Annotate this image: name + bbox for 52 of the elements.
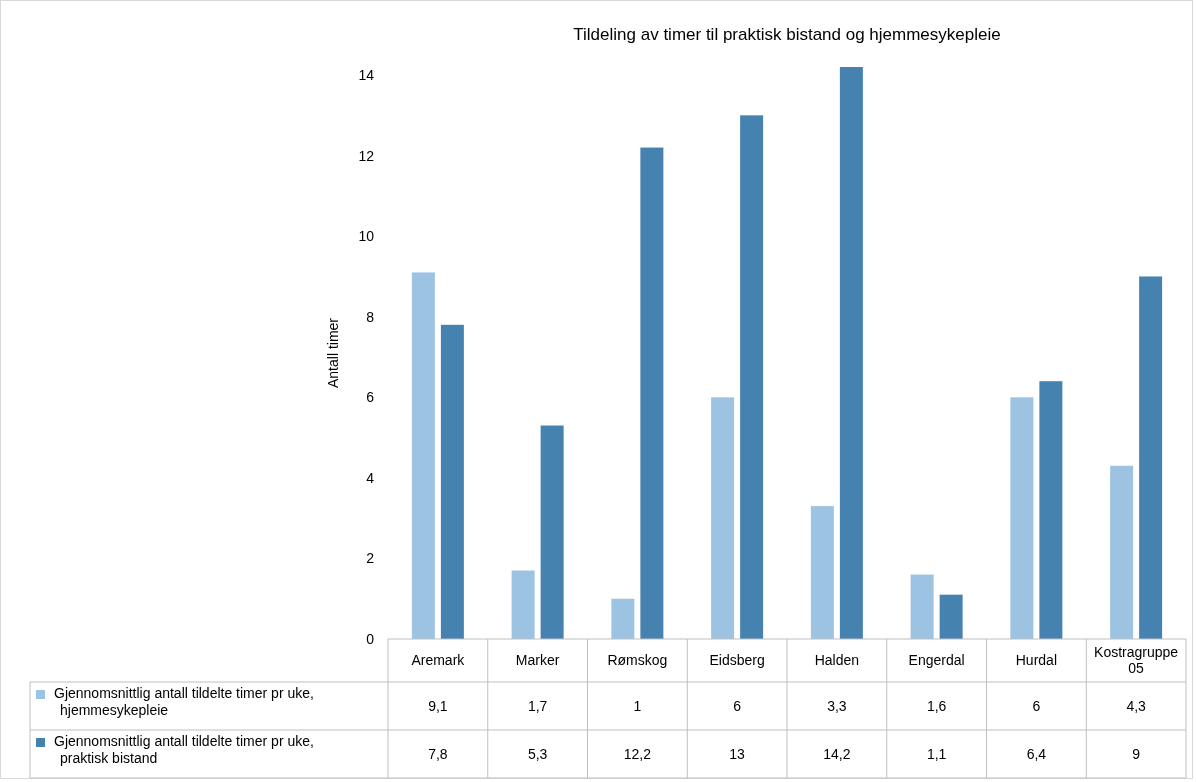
- bar: [611, 598, 635, 639]
- bar: [640, 147, 664, 639]
- x-tick-label: Eidsberg: [709, 652, 765, 669]
- y-tick-label: 4: [366, 469, 375, 486]
- data-label: 14,2: [823, 745, 851, 762]
- legend-label: Gjennomsnittlig antall tildelte timer pr uke, praktisk bistand: [54, 733, 314, 766]
- y-tick-label: 12: [358, 147, 375, 164]
- data-label: 6: [733, 697, 742, 714]
- x-tick-label: Kostragruppe 05: [1094, 644, 1179, 677]
- data-label: 7,8: [428, 745, 448, 762]
- data-label: 6: [1032, 697, 1041, 714]
- chart-title: Tildeling av timer til praktisk bistand og hjemmesykepleie: [573, 25, 1001, 44]
- bar: [1039, 381, 1063, 639]
- y-tick-label: 0: [366, 630, 375, 647]
- bar: [810, 506, 834, 639]
- data-label: 1: [633, 697, 642, 714]
- x-tick-label: Aremark: [411, 652, 466, 669]
- bar: [740, 115, 764, 639]
- bar: [411, 272, 435, 639]
- data-label: 3,3: [827, 697, 847, 714]
- bar: [839, 67, 863, 639]
- x-tick-label: Marker: [515, 652, 560, 669]
- data-label: 4,3: [1126, 697, 1147, 714]
- y-tick-label: 6: [366, 389, 375, 406]
- data-label: 1,6: [926, 697, 947, 714]
- bar: [711, 397, 735, 639]
- x-tick-label: Hurdal: [1015, 652, 1057, 669]
- y-tick-label: 14: [358, 66, 375, 83]
- data-label: 6,4: [1026, 745, 1047, 762]
- x-tick-label: Rømskog: [607, 652, 668, 669]
- x-tick-label: Engerdal: [908, 652, 965, 669]
- bar: [939, 594, 963, 639]
- data-label: 5,3: [527, 745, 548, 762]
- y-tick-label: 10: [358, 228, 375, 245]
- data-label: 1,7: [527, 697, 548, 714]
- data-label: 13: [729, 745, 746, 762]
- bar: [910, 574, 934, 639]
- data-label: 9: [1132, 745, 1141, 762]
- data-label: 1,1: [926, 745, 947, 762]
- y-tick-label: 2: [366, 550, 375, 567]
- bar: [1010, 397, 1034, 639]
- y-axis-title: Antall timer: [325, 317, 341, 389]
- bar: [440, 324, 464, 639]
- y-tick-label: 8: [366, 308, 375, 325]
- data-label: 12,2: [623, 745, 652, 762]
- data-label: 9,1: [428, 697, 448, 714]
- bar: [511, 570, 535, 639]
- x-tick-label: Halden: [814, 652, 860, 669]
- bar: [1110, 465, 1134, 639]
- legend-label: Gjennomsnittlig antall tildelte timer pr uke, hjemmesykepleie: [54, 685, 314, 718]
- bar: [540, 425, 564, 639]
- bar: [1139, 276, 1163, 639]
